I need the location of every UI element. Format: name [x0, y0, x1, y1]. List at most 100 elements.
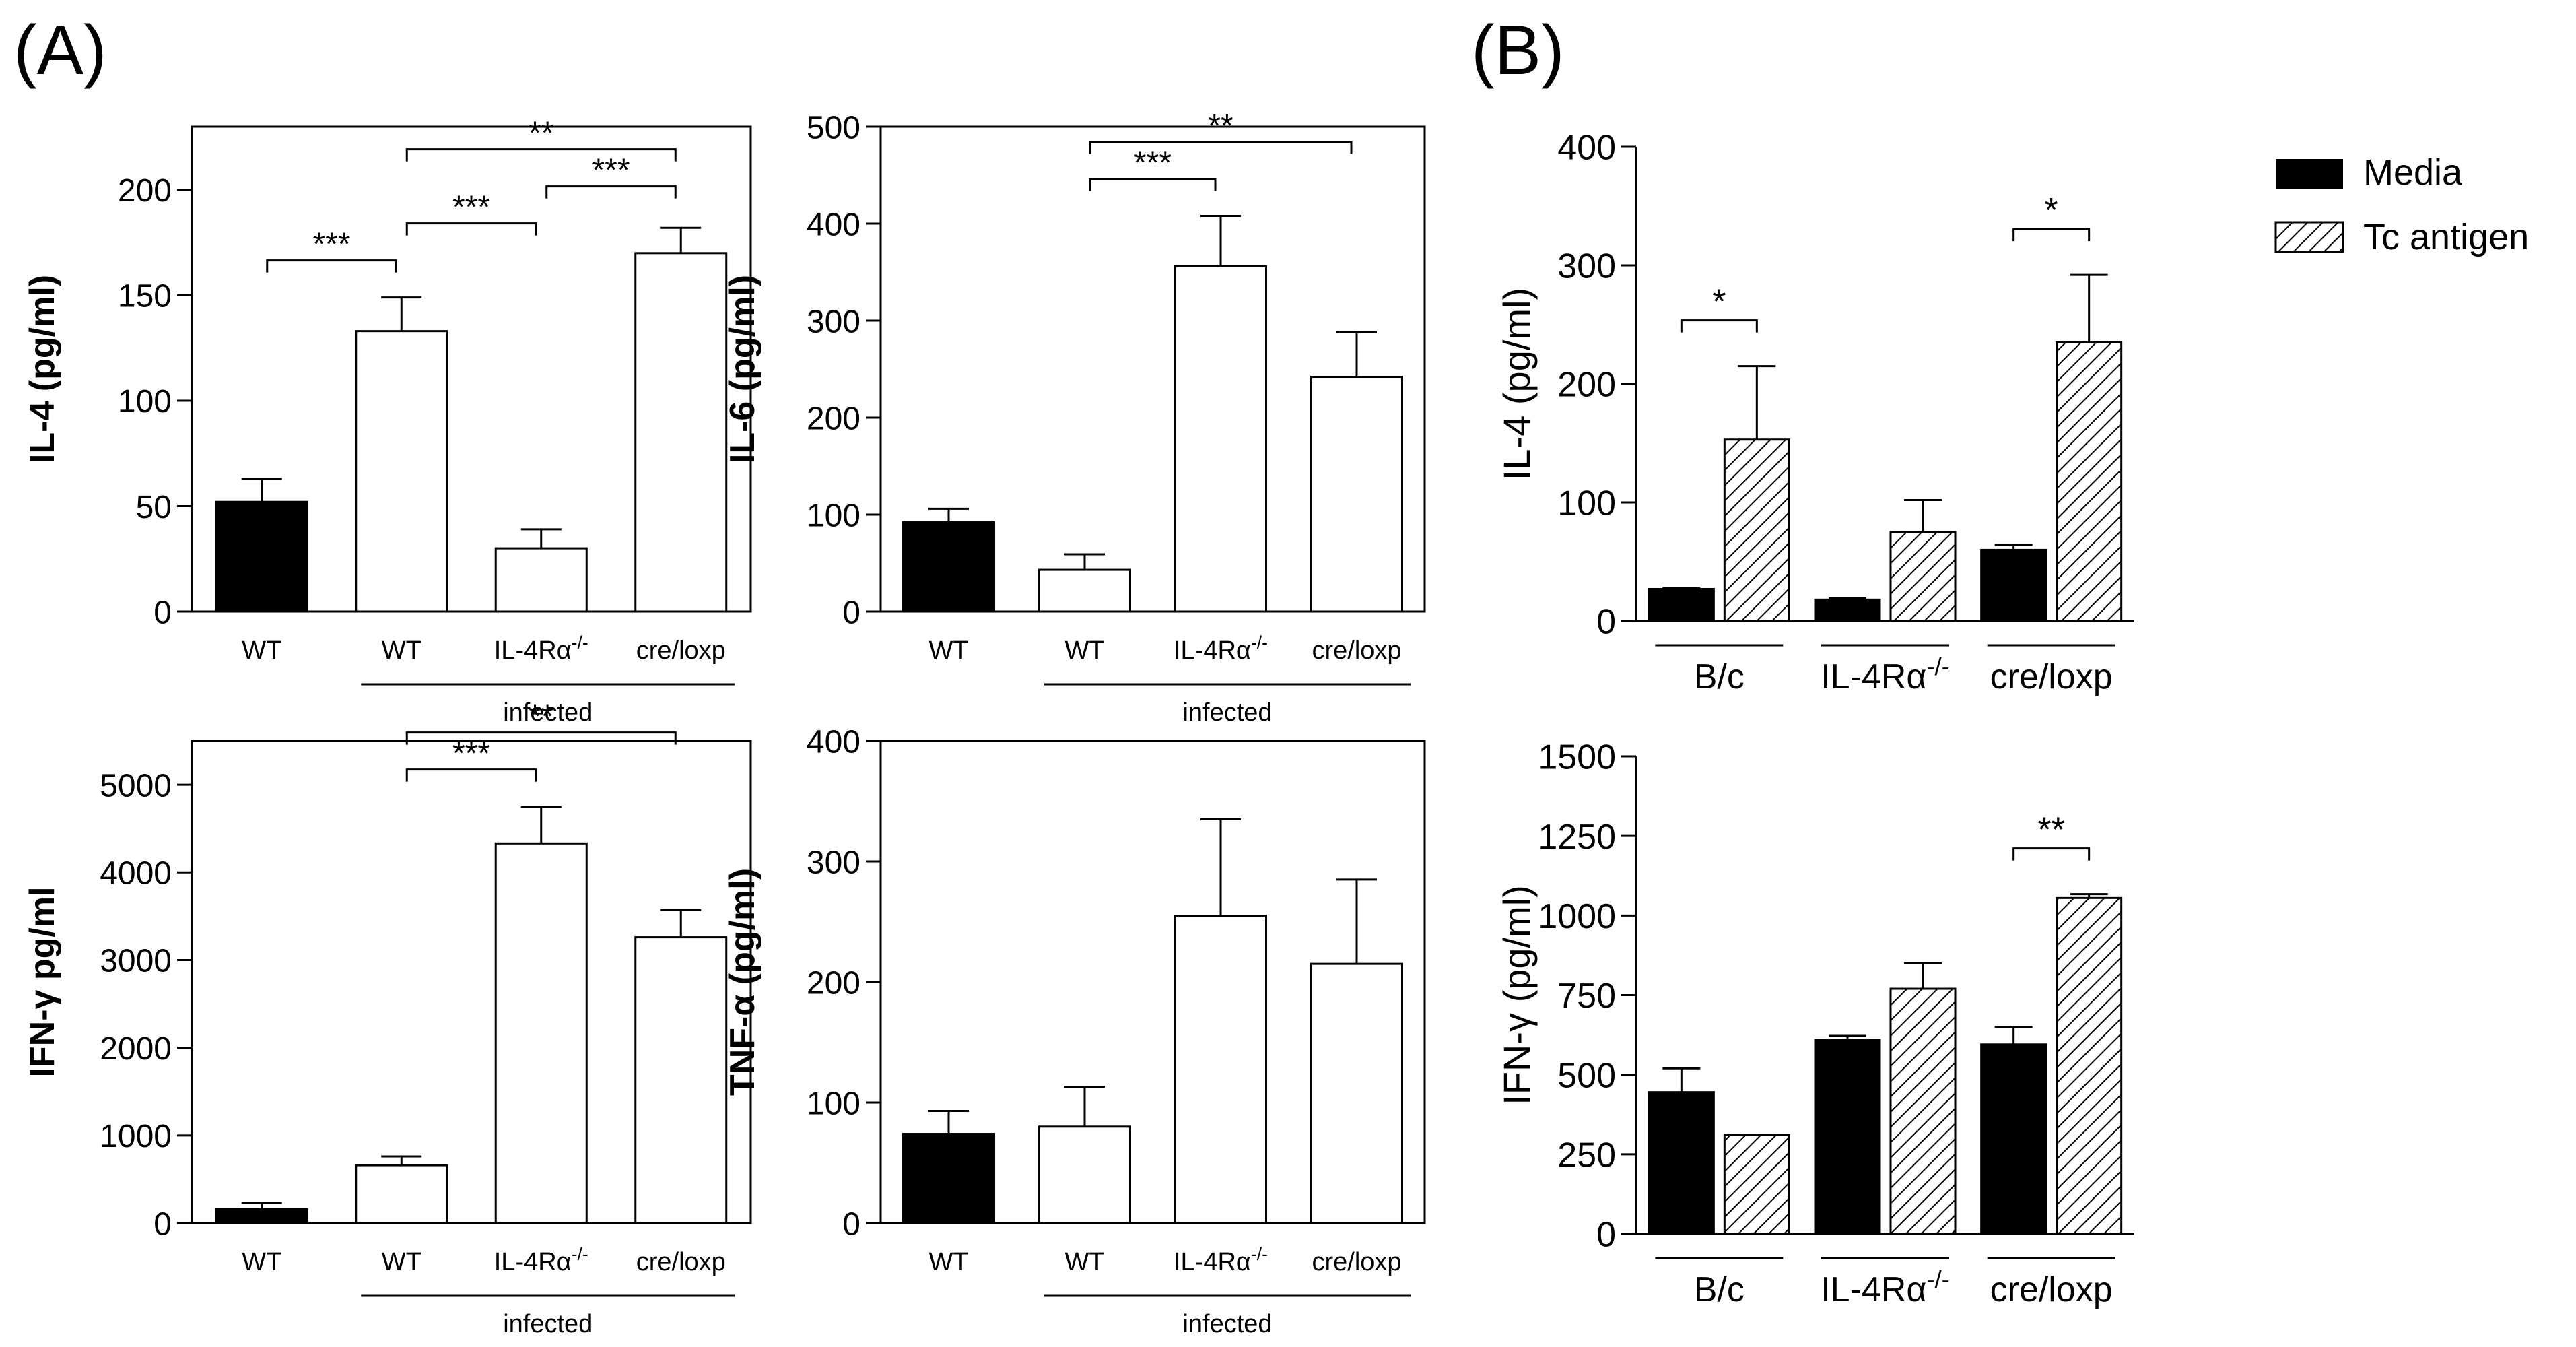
il4_b-y-tick-label: 100 — [1557, 484, 1616, 523]
ifng_a-plot-frame — [191, 740, 752, 1224]
ifng_b-significance-label: ** — [2037, 811, 2064, 850]
il4_a-y-tick-label: 50 — [136, 490, 172, 525]
tnfa_a-bar — [902, 1133, 995, 1224]
il4_a-significance-label: ** — [529, 116, 553, 152]
il6_a-significance-label: ** — [1208, 108, 1233, 143]
ifng_b-bar-tc-antigen — [2056, 896, 2123, 1235]
il6_a-x-tick-label: cre/loxp — [1312, 636, 1401, 665]
il4_b-y-tick-label: 400 — [1557, 129, 1616, 168]
ifng_a-x-tick-label: WT — [242, 1248, 281, 1276]
il4_b-significance-label: * — [1712, 283, 1726, 322]
il4_a-significance-bracket — [545, 185, 677, 199]
il6_a-bar — [1310, 376, 1403, 613]
ifng_b-y-axis-label: IFN-γ (pg/ml) — [1495, 885, 1538, 1105]
il6_a-y-tick-label: 300 — [807, 304, 860, 339]
chart-ifng-panel-b: 0 250 500 750 1000 1250 1500 IFN-γ (pg/ml) B/c IL… — [1495, 738, 2134, 1309]
il6_a-x-tick-label: IL-4Rα-/- — [1174, 632, 1268, 665]
ifng_a-significance-label: *** — [452, 736, 490, 772]
il4_b-y-tick-label: 0 — [1596, 603, 1616, 642]
il4_b-bar-media — [1980, 548, 2047, 622]
il4_b-significance-bracket — [1680, 319, 1758, 333]
ifng_a-group-label: infected — [503, 1310, 592, 1338]
il4_b-bar-tc-antigen — [1889, 531, 1957, 622]
il6_a-x-tick-label: WT — [928, 636, 968, 665]
il4_b-group-label: cre/loxp — [1990, 657, 2113, 696]
tnfa_a-x-tick-label: cre/loxp — [1312, 1248, 1401, 1276]
il6_a-significance-bracket — [1089, 140, 1353, 154]
il4_a-significance-label: *** — [452, 190, 490, 226]
chart-tnfa-panel-a: 0 100 200 300 400 TNF-α (pg/ml) WT WT IL-4Rα-/- c… — [723, 724, 1426, 1338]
chart-il6-panel-a: 0 100 200 300 400 500 IL-6 (pg/ml) WT WT IL-4Rα-/… — [723, 108, 1426, 727]
il4_b-bar-media — [1648, 587, 1715, 622]
ifng_a-y-tick-label: 1000 — [100, 1119, 172, 1154]
il4_a-y-tick-label: 0 — [154, 595, 172, 630]
tnfa_a-y-tick-label: 400 — [807, 724, 860, 760]
il6_a-significance-label: *** — [1134, 145, 1172, 180]
il6_a-bar — [1038, 568, 1131, 613]
il4_a-significance-bracket — [266, 259, 397, 273]
il4_a-group-label: infected — [503, 698, 592, 727]
il6_a-y-tick-label: 500 — [807, 110, 860, 145]
ifng_b-y-tick-label: 1250 — [1538, 818, 1616, 857]
tnfa_a-y-tick-label: 300 — [807, 845, 860, 880]
ifng_b-significance-bracket — [2012, 847, 2091, 861]
il4_a-significance-bracket — [405, 222, 537, 236]
il4_b-bar-tc-antigen — [2056, 341, 2123, 622]
il6_a-y-tick-label: 100 — [807, 498, 860, 533]
tnfa_a-bar — [1310, 962, 1403, 1224]
ifng_b-bar-media — [1648, 1091, 1715, 1235]
il4_b-group-label: IL-4Rα-/- — [1821, 653, 1950, 697]
ifng_a-y-tick-label: 5000 — [100, 768, 172, 803]
il4_a-significance-label: *** — [592, 153, 630, 189]
il4_a-significance-bracket — [405, 148, 677, 162]
ifng_a-bar — [355, 1164, 448, 1224]
legend: Media Tc antigen — [2274, 152, 2529, 257]
ifng_b-y-tick-label: 1500 — [1538, 738, 1616, 777]
il4_b-y-tick-label: 300 — [1557, 247, 1616, 286]
ifng_b-group-label: cre/loxp — [1990, 1270, 2113, 1309]
ifng_b-y-tick-label: 750 — [1557, 977, 1616, 1016]
chart-ifng-panel-a: 0 1000 2000 3000 4000 5000 IFN-γ pg/ml WT WT IL-4… — [23, 699, 752, 1338]
tnfa_a-group-label: infected — [1182, 1310, 1272, 1338]
tnfa_a-y-tick-label: 0 — [842, 1206, 860, 1242]
il4_a-x-tick-label: IL-4Rα-/- — [494, 632, 588, 665]
il4_b-significance-label: * — [2045, 191, 2058, 230]
legend-label-media: Media — [2363, 152, 2463, 193]
il4_a-bar — [355, 330, 448, 613]
ifng_a-x-tick-label: IL-4Rα-/- — [494, 1244, 588, 1276]
chart-il4-panel-b: 0 100 200 300 400 IL-4 (pg/ml) B/c IL-4Rα-/- cre… — [1495, 129, 2134, 696]
il4_a-significance-label: *** — [312, 227, 350, 263]
il6_a-x-tick-label: WT — [1064, 636, 1104, 665]
ifng_a-bar — [494, 842, 588, 1224]
il6_a-bar — [902, 521, 995, 613]
tnfa_a-bar — [1174, 915, 1267, 1224]
ifng_b-y-tick-label: 1000 — [1538, 897, 1616, 936]
ifng_a-significance-label: ** — [529, 699, 553, 735]
il4_a-y-tick-label: 100 — [118, 384, 172, 420]
il6_a-significance-bracket — [1089, 177, 1217, 191]
il6_a-bar — [1174, 265, 1267, 613]
il4_a-y-tick-label: 200 — [118, 173, 172, 209]
legend-label-tc-antigen: Tc antigen — [2363, 217, 2529, 257]
ifng_a-y-axis-label: IFN-γ pg/ml — [23, 886, 62, 1077]
ifng_a-bar — [215, 1208, 308, 1224]
ifng_a-y-tick-label: 3000 — [100, 944, 172, 979]
ifng_b-bar-media — [1980, 1043, 2047, 1235]
il4_a-bar — [634, 252, 728, 613]
ifng_a-significance-bracket — [405, 731, 677, 745]
ifng_b-group-label: B/c — [1694, 1270, 1744, 1309]
il6_a-group-label: infected — [1182, 698, 1272, 727]
il4_a-y-tick-label: 150 — [118, 279, 172, 315]
legend-swatch-media — [2276, 159, 2343, 189]
il6_a-y-axis-label: IL-6 (pg/ml) — [723, 275, 762, 463]
tnfa_a-bar — [1038, 1125, 1131, 1224]
tnfa_a-plot-frame — [879, 740, 1426, 1224]
il4_b-bar-media — [1814, 598, 1881, 622]
tnfa_a-y-tick-label: 200 — [807, 965, 860, 1001]
il4_b-significance-bracket — [2012, 228, 2091, 242]
ifng_a-bar — [634, 936, 728, 1224]
panel-label-b: (B) — [1471, 11, 1565, 90]
il4_a-x-tick-label: cre/loxp — [636, 636, 726, 665]
ifng_b-group-label: IL-4Rα-/- — [1821, 1266, 1950, 1310]
il4_a-bar — [215, 500, 308, 613]
